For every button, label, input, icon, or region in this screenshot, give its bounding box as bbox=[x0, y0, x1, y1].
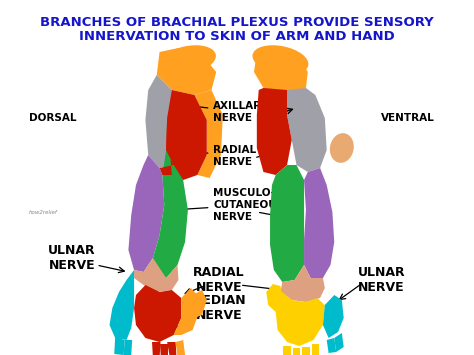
Text: ULNAR
NERVE: ULNAR NERVE bbox=[48, 244, 96, 272]
Text: BRANCHES OF BRACHIAL PLEXUS PROVIDE SENSORY: BRANCHES OF BRACHIAL PLEXUS PROVIDE SENS… bbox=[40, 16, 434, 28]
Polygon shape bbox=[109, 270, 134, 340]
Polygon shape bbox=[302, 347, 310, 355]
Polygon shape bbox=[323, 295, 344, 338]
Polygon shape bbox=[191, 290, 207, 318]
Polygon shape bbox=[276, 292, 325, 346]
Polygon shape bbox=[114, 337, 125, 355]
Polygon shape bbox=[124, 340, 132, 355]
Polygon shape bbox=[194, 90, 223, 178]
Text: VENTRAL: VENTRAL bbox=[381, 113, 435, 123]
Polygon shape bbox=[257, 88, 292, 175]
Polygon shape bbox=[266, 284, 283, 312]
Ellipse shape bbox=[253, 45, 309, 75]
Text: DORSAL: DORSAL bbox=[29, 113, 77, 123]
Polygon shape bbox=[160, 344, 168, 355]
Polygon shape bbox=[160, 118, 174, 175]
Polygon shape bbox=[153, 150, 188, 278]
Text: MEDIAN
NERVE: MEDIAN NERVE bbox=[191, 294, 247, 322]
Polygon shape bbox=[134, 258, 178, 292]
Polygon shape bbox=[293, 348, 300, 355]
Polygon shape bbox=[128, 155, 164, 272]
Text: how2relief: how2relief bbox=[29, 209, 58, 214]
Polygon shape bbox=[166, 90, 207, 180]
Polygon shape bbox=[134, 285, 181, 342]
Polygon shape bbox=[174, 288, 199, 335]
Polygon shape bbox=[304, 168, 334, 278]
Polygon shape bbox=[270, 165, 304, 282]
Polygon shape bbox=[146, 75, 181, 168]
Text: MUSCULO-
CUTANEOUS
NERVE: MUSCULO- CUTANEOUS NERVE bbox=[176, 189, 285, 222]
Polygon shape bbox=[281, 265, 325, 302]
Text: RADIAL
NERVE: RADIAL NERVE bbox=[182, 145, 256, 167]
Text: AXILLARY
NERVE: AXILLARY NERVE bbox=[171, 101, 269, 123]
Ellipse shape bbox=[160, 45, 216, 75]
Text: INNERVATION TO SKIN OF ARM AND HAND: INNERVATION TO SKIN OF ARM AND HAND bbox=[79, 29, 395, 43]
Ellipse shape bbox=[330, 133, 354, 163]
Polygon shape bbox=[254, 48, 308, 95]
Polygon shape bbox=[167, 342, 176, 355]
Polygon shape bbox=[283, 346, 291, 355]
Polygon shape bbox=[311, 344, 319, 355]
Polygon shape bbox=[176, 340, 185, 355]
Text: RADIAL
NERVE: RADIAL NERVE bbox=[193, 266, 245, 294]
Polygon shape bbox=[157, 48, 216, 95]
Text: ULNAR
NERVE: ULNAR NERVE bbox=[358, 266, 405, 294]
Polygon shape bbox=[287, 88, 327, 172]
Polygon shape bbox=[334, 333, 344, 352]
Polygon shape bbox=[152, 342, 161, 355]
Polygon shape bbox=[327, 338, 336, 353]
